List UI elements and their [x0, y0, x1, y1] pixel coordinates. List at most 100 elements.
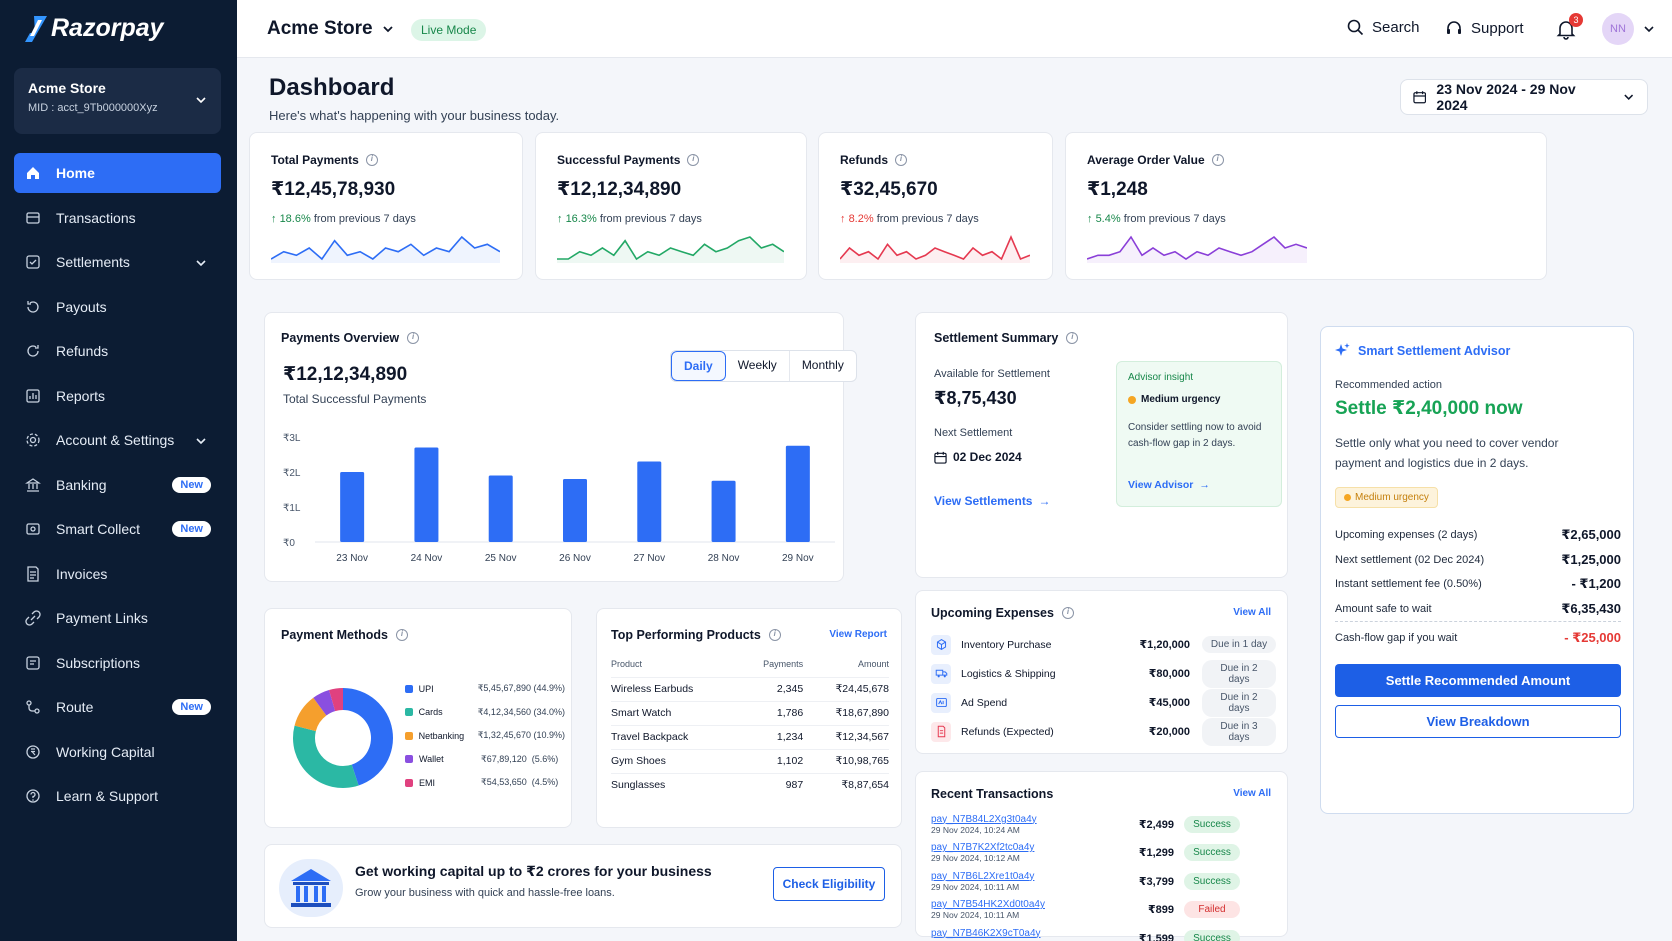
bar[interactable]	[563, 479, 587, 542]
support-label: Support	[1471, 19, 1524, 37]
overview-total-label: Total Successful Payments	[283, 392, 427, 406]
bar[interactable]	[414, 447, 439, 543]
transaction-id-link[interactable]: pay_N7B7K2Xf2tc0a4y	[931, 842, 1035, 854]
info-icon[interactable]	[687, 154, 700, 166]
settle-recommended-button[interactable]: Settle Recommended Amount	[1335, 664, 1621, 697]
info-icon[interactable]	[395, 629, 408, 641]
smart-collect-icon	[24, 520, 42, 538]
sidebar-item-home[interactable]: Home	[14, 153, 221, 193]
tab-monthly[interactable]: Monthly	[801, 358, 844, 372]
transaction-row[interactable]: pay_N7B84L2Xg3t0a4y 29 Nov 2024, 10:24 AM…	[931, 810, 1276, 839]
sidebar-item-account-settings[interactable]: Account & Settings	[14, 420, 221, 460]
bar[interactable]	[711, 480, 736, 542]
sidebar-item-subscriptions[interactable]: Subscriptions	[14, 643, 221, 683]
sparkline-chart	[271, 235, 500, 263]
donut-slice[interactable]	[294, 697, 327, 732]
table-row[interactable]: Smart Watch 1,786 ₹18,67,890	[611, 700, 889, 725]
account-switcher[interactable]: Acme Store MID : acct_9Tb000000Xyz	[14, 68, 221, 134]
kpi-value: ₹12,12,34,890	[557, 179, 682, 200]
sidebar-item-route[interactable]: Route New	[14, 687, 221, 727]
check-eligibility-button[interactable]: Check Eligibility	[773, 867, 885, 901]
transaction-row[interactable]: pay_N7B46K2X9cT0a4y29 Nov 2024, 10:11 AM…	[931, 924, 1276, 941]
sidebar-item-label: Route	[56, 699, 94, 715]
sidebar-item-banking[interactable]: Banking New	[14, 465, 221, 505]
support-button[interactable]: Support	[1445, 19, 1524, 37]
sidebar-item-payment-links[interactable]: Payment Links	[14, 598, 221, 638]
x-tick-label: 24 Nov	[411, 553, 443, 564]
table-row[interactable]: Travel Backpack 1,234 ₹12,34,567	[611, 724, 889, 749]
donut-slice[interactable]	[313, 689, 336, 716]
sidebar-item-learn-support[interactable]: Learn & Support	[14, 776, 221, 816]
bar[interactable]	[637, 461, 662, 543]
sidebar-item-smart-collect[interactable]: Smart Collect New	[14, 509, 221, 549]
info-icon[interactable]	[1066, 332, 1079, 344]
available-amount: ₹8,75,430	[934, 388, 1017, 408]
sidebar-item-refunds[interactable]: Refunds	[14, 331, 221, 371]
transaction-id-link[interactable]: pay_N7B84L2Xg3t0a4y	[931, 813, 1037, 825]
expense-row[interactable]: Refunds (Expected) ₹20,000 Due in 3 days	[931, 717, 1276, 746]
sidebar-item-transactions[interactable]: Transactions	[14, 198, 221, 238]
arrow-up-icon: ↑	[1087, 213, 1096, 225]
upcoming-expenses-title: Upcoming Expenses	[931, 606, 1074, 620]
insight-label: Advisor insight	[1128, 372, 1194, 383]
breakdown-row: Amount safe to wait ₹6,35,430	[1335, 597, 1621, 622]
expense-row[interactable]: Ad Spend ₹45,000 Due in 2 days	[931, 688, 1276, 717]
sparkline-line	[557, 236, 784, 261]
chevron-down-icon[interactable]	[1643, 23, 1655, 35]
kpi-card: Refunds ₹32,45,670 ↑ 8.2% from previous 7 …	[818, 132, 1053, 280]
info-icon[interactable]	[1061, 607, 1074, 619]
view-all-transactions-link[interactable]: View All	[1233, 788, 1271, 799]
sparkline-line	[1087, 235, 1307, 260]
date-range-picker[interactable]: 23 Nov 2024 - 29 Nov 2024	[1400, 79, 1648, 115]
view-breakdown-button[interactable]: View Breakdown	[1335, 705, 1621, 738]
bell-icon	[1556, 21, 1576, 40]
table-row[interactable]: Sunglasses 987 ₹8,87,654	[611, 772, 889, 797]
transaction-row[interactable]: pay_N7B7K2Xf2tc0a4y 29 Nov 2024, 10:12 AM…	[931, 839, 1276, 868]
bar[interactable]	[785, 445, 810, 542]
view-report-link[interactable]: View Report	[829, 629, 887, 640]
sidebar-item-payouts[interactable]: Payouts	[14, 287, 221, 327]
live-mode-badge[interactable]: Live Mode	[411, 19, 487, 41]
info-icon[interactable]	[895, 154, 907, 166]
info-icon[interactable]	[768, 629, 781, 641]
transaction-id-link[interactable]: pay_N7B46K2X9cT0a4y	[931, 927, 1041, 939]
expense-row[interactable]: Inventory Purchase ₹1,20,000 Due in 1 day	[931, 630, 1276, 659]
info-icon[interactable]	[365, 154, 378, 166]
sidebar-item-working-capital[interactable]: Working Capital	[14, 732, 221, 772]
new-badge: New	[172, 521, 211, 537]
info-icon[interactable]	[1211, 154, 1224, 166]
view-all-expenses-link[interactable]: View All	[1233, 607, 1271, 618]
kpi-value: ₹12,45,78,930	[271, 179, 396, 200]
donut-slice[interactable]	[293, 725, 359, 788]
bar[interactable]	[340, 472, 365, 542]
notifications-button[interactable]: 3	[1555, 13, 1583, 40]
donut-slice[interactable]	[329, 688, 343, 712]
y-tick-label: ₹0	[283, 538, 295, 549]
search-button[interactable]: Search	[1347, 19, 1420, 36]
x-tick-label: 29 Nov	[782, 553, 814, 564]
expense-row[interactable]: Logistics & Shipping ₹80,000 Due in 2 days	[931, 659, 1276, 688]
sidebar-item-settlements[interactable]: Settlements	[14, 242, 221, 282]
transaction-id-link[interactable]: pay_N7B54HK2Xd0t0a4y	[931, 899, 1045, 911]
table-row[interactable]: Gym Shoes 1,102 ₹10,98,765	[611, 748, 889, 773]
razorpay-logo[interactable]: Razorpay	[25, 14, 164, 43]
sidebar-item-reports[interactable]: Reports	[14, 376, 221, 416]
view-settlements-link[interactable]: View Settlements →	[934, 494, 1050, 508]
transaction-row[interactable]: pay_N7B54HK2Xd0t0a4y 29 Nov 2024, 10:11 A…	[931, 896, 1276, 925]
tab-weekly[interactable]: Weekly	[726, 351, 790, 381]
transaction-row[interactable]: pay_N7B6L2Xre1t0a4y 29 Nov 2024, 10:11 AM…	[931, 867, 1276, 896]
view-advisor-link[interactable]: View Advisor →	[1128, 479, 1210, 491]
donut-slice[interactable]	[343, 688, 393, 786]
sidebar-nav: Home Transactions Settlements Payouts Refund…	[14, 153, 221, 821]
store-switcher[interactable]: Acme Store	[267, 18, 395, 40]
info-icon[interactable]	[407, 332, 420, 344]
tab-daily[interactable]: Daily	[671, 351, 726, 381]
table-row[interactable]: Wireless Earbuds 2,345 ₹24,45,678	[611, 676, 889, 701]
y-tick-label: ₹1L	[283, 503, 301, 514]
bar[interactable]	[488, 475, 513, 543]
table-cell: Sunglasses	[611, 772, 744, 797]
transaction-id-link[interactable]: pay_N7B6L2Xre1t0a4y	[931, 870, 1035, 882]
sidebar-item-invoices[interactable]: Invoices	[14, 554, 221, 594]
avatar[interactable]: NN	[1602, 13, 1634, 45]
arrow-right-icon: →	[1038, 494, 1051, 508]
